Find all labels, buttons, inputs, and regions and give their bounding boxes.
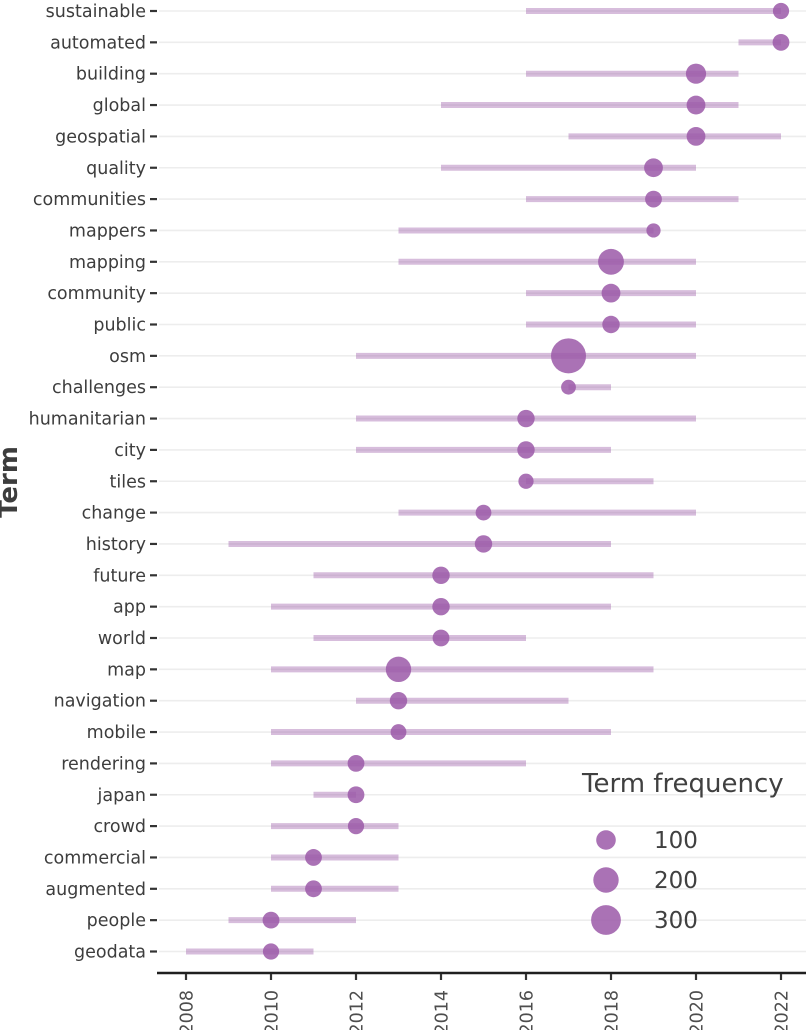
y-axis: sustainable automated building global geospa… bbox=[29, 2, 157, 963]
x-tick-label: 2012 bbox=[348, 990, 368, 1030]
term-label: public bbox=[93, 316, 146, 336]
term-dot bbox=[347, 818, 365, 835]
term-label: japan bbox=[96, 786, 146, 806]
term-label: osm bbox=[109, 347, 146, 367]
term-dot bbox=[685, 63, 707, 84]
legend: Term frequency 100 200 300 bbox=[581, 769, 784, 935]
term-dot bbox=[645, 190, 662, 208]
term-label: geodata bbox=[74, 943, 146, 963]
term-label: sustainable bbox=[46, 2, 146, 22]
x-tick-label: 2010 bbox=[263, 990, 283, 1030]
gridlines bbox=[159, 10, 806, 953]
term-dots bbox=[262, 2, 790, 960]
term-label: augmented bbox=[45, 880, 146, 900]
legend-size-label: 300 bbox=[654, 908, 698, 934]
x-tick-label: 2022 bbox=[773, 990, 793, 1030]
term-dot bbox=[772, 33, 790, 51]
term-label: people bbox=[87, 911, 146, 931]
term-label: challenges bbox=[52, 378, 146, 398]
term-label: geospatial bbox=[55, 127, 146, 147]
term-dot bbox=[517, 441, 535, 459]
term-label: future bbox=[93, 566, 146, 586]
term-label: communities bbox=[33, 190, 146, 210]
x-tick-label: 2020 bbox=[688, 990, 708, 1030]
term-dot bbox=[602, 315, 620, 334]
term-dot bbox=[432, 629, 450, 647]
term-dot bbox=[262, 943, 280, 960]
term-label: world bbox=[98, 629, 146, 649]
term-dot bbox=[551, 338, 586, 374]
term-dot bbox=[347, 786, 365, 804]
term-dot bbox=[385, 656, 412, 683]
term-dot bbox=[518, 473, 534, 489]
term-dot bbox=[686, 126, 706, 146]
term-dot bbox=[772, 2, 790, 20]
term-dot bbox=[305, 880, 322, 898]
term-label: change bbox=[82, 504, 146, 524]
term-label: mapping bbox=[69, 253, 146, 273]
term-label: tiles bbox=[110, 472, 146, 492]
term-label: commercial bbox=[44, 848, 146, 868]
term-label: map bbox=[107, 660, 146, 680]
x-tick-label: 2016 bbox=[518, 990, 538, 1030]
term-dot bbox=[347, 755, 365, 772]
term-dot bbox=[262, 911, 280, 929]
x-axis: 2008 2010 2012 2014 2016 2018 2020 2022 bbox=[157, 971, 806, 1030]
x-tick-label: 2018 bbox=[603, 990, 623, 1030]
term-dot bbox=[561, 379, 576, 395]
term-dot bbox=[601, 283, 621, 303]
term-label: quality bbox=[86, 159, 146, 179]
term-dot bbox=[389, 692, 408, 710]
term-label: city bbox=[114, 441, 146, 461]
term-dot bbox=[390, 724, 407, 740]
term-label: automated bbox=[50, 33, 146, 53]
term-label: rendering bbox=[61, 754, 146, 774]
term-label: humanitarian bbox=[29, 410, 146, 430]
term-dot bbox=[686, 95, 706, 115]
term-dot bbox=[475, 504, 492, 521]
term-label: app bbox=[113, 598, 146, 618]
term-label: global bbox=[93, 96, 146, 116]
y-axis-title: Term bbox=[0, 446, 24, 518]
x-tick-label: 2008 bbox=[178, 990, 198, 1030]
term-dot bbox=[432, 597, 450, 616]
legend-size-label: 100 bbox=[654, 828, 698, 854]
term-label: mobile bbox=[87, 723, 146, 743]
term-dot bbox=[474, 535, 493, 553]
legend-size-dot bbox=[591, 905, 621, 935]
legend-size-dot bbox=[596, 830, 616, 850]
legend-size-label: 200 bbox=[654, 868, 698, 894]
term-label: history bbox=[86, 535, 146, 555]
term-dot bbox=[432, 566, 450, 584]
term-dot bbox=[305, 849, 322, 866]
term-label: mappers bbox=[69, 221, 146, 241]
term-dot bbox=[598, 248, 624, 275]
term-dot bbox=[646, 223, 661, 238]
legend-title: Term frequency bbox=[581, 769, 784, 799]
term-dot bbox=[517, 409, 535, 428]
legend-size-dot bbox=[593, 867, 619, 893]
x-tick-label: 2014 bbox=[433, 990, 453, 1030]
term-label: community bbox=[47, 284, 146, 304]
term-label: crowd bbox=[93, 817, 146, 837]
term-label: building bbox=[76, 65, 146, 85]
term-dot bbox=[644, 158, 663, 178]
term-label: navigation bbox=[54, 692, 146, 712]
